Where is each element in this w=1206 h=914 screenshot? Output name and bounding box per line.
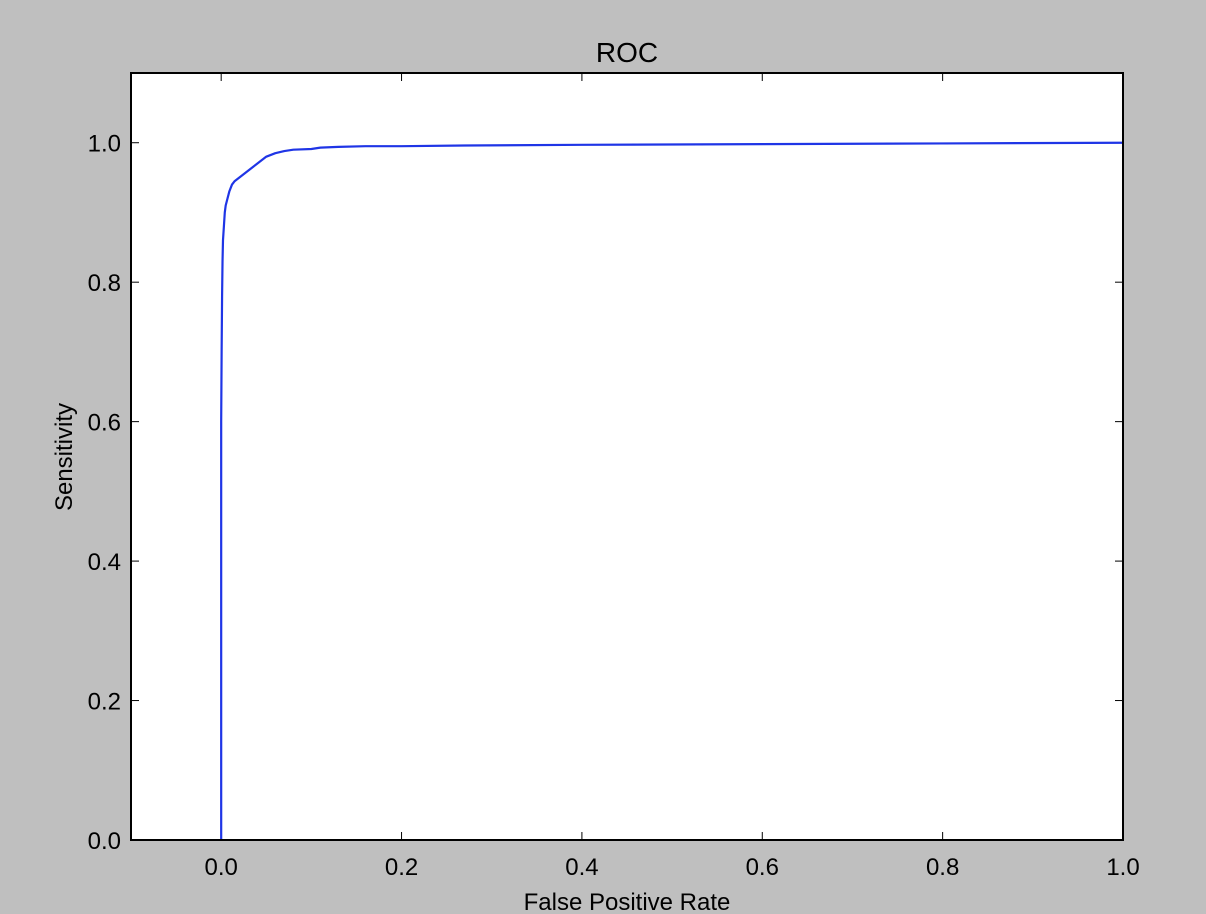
y-tick-label: 0.8	[88, 270, 121, 297]
y-tick-label: 1.0	[88, 131, 121, 158]
labels-layer: 0.0 0.2 0.4 0.6 0.8 1.0 0.0 0.2 0.4 0.6 0.8 1.0	[88, 131, 1140, 881]
y-tick-label: 0.0	[88, 828, 121, 855]
plot-area	[131, 73, 1123, 840]
x-tick-label: 0.4	[565, 854, 598, 881]
y-axis-title: Sensitivity	[51, 403, 78, 511]
roc-curve-line	[220, 141, 1124, 840]
x-tick-label: 0.0	[204, 854, 237, 881]
series-layer	[220, 141, 1124, 840]
y-tick-label: 0.6	[88, 410, 121, 437]
x-tick-label: 0.6	[746, 854, 779, 881]
x-tick-label: 0.8	[926, 854, 959, 881]
x-tick-label: 1.0	[1106, 854, 1139, 881]
x-axis-title: False Positive Rate	[524, 889, 731, 914]
x-tick-label: 0.2	[385, 854, 418, 881]
plot-frame	[130, 72, 1124, 841]
y-tick-label: 0.4	[88, 549, 121, 576]
y-tick-label: 0.2	[88, 689, 121, 716]
chart-title: ROC	[596, 37, 658, 68]
